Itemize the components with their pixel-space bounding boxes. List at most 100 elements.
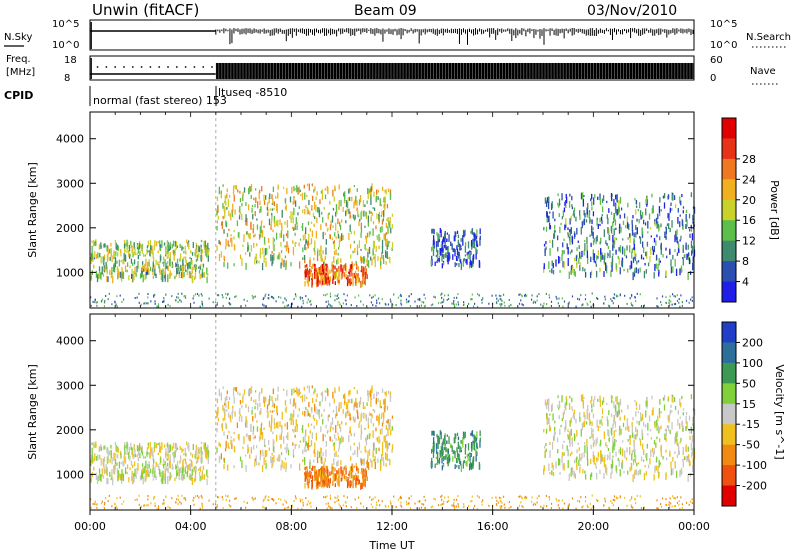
power-cell xyxy=(610,211,613,215)
velocity-cell xyxy=(462,442,464,448)
power-cell xyxy=(364,243,366,250)
velocity-cell xyxy=(306,471,308,480)
velocity-cell xyxy=(627,470,629,475)
velocity-cell xyxy=(119,451,122,455)
velocity-cell xyxy=(216,503,218,506)
velocity-cell xyxy=(373,393,375,400)
power-cell xyxy=(196,246,198,254)
power-cell xyxy=(222,184,224,187)
velocity-cell xyxy=(200,466,202,469)
velocity-cell xyxy=(596,457,598,463)
velocity-cell xyxy=(447,496,449,499)
velocity-cell xyxy=(441,465,443,471)
power-cell xyxy=(612,296,614,299)
power-cell xyxy=(651,245,654,251)
power-cell xyxy=(263,304,265,307)
power-cell xyxy=(332,241,335,245)
power-cell xyxy=(547,201,550,210)
velocity-cell xyxy=(591,421,593,427)
power-cell xyxy=(650,235,652,238)
power-cell xyxy=(399,294,401,297)
velocity-cell xyxy=(423,495,425,498)
velocity-cell xyxy=(387,419,389,425)
power-cell xyxy=(343,272,346,277)
velocity-cell xyxy=(444,444,446,451)
velocity-cell xyxy=(369,433,371,437)
velocity-cell xyxy=(679,416,681,419)
velocity-cell xyxy=(173,455,175,463)
power-cell xyxy=(646,199,649,206)
power-cell xyxy=(182,264,184,270)
velocity-cell xyxy=(359,421,361,424)
velocity-cell xyxy=(636,462,638,467)
velocity-cell xyxy=(194,454,196,459)
velocity-cell xyxy=(677,418,679,426)
power-cell xyxy=(464,229,466,236)
velocity-cell xyxy=(338,402,340,408)
power-cell xyxy=(106,254,109,263)
velocity-cell xyxy=(218,388,220,397)
freq-tick-bottom: 8 xyxy=(64,73,70,84)
power-cell xyxy=(329,292,332,295)
velocity-cell xyxy=(236,422,239,429)
power-cell xyxy=(613,214,615,218)
nave-dot xyxy=(167,66,169,68)
power-cell xyxy=(590,242,592,247)
power-cell xyxy=(643,219,645,225)
power-cell xyxy=(381,245,384,254)
power-cell xyxy=(144,263,146,272)
velocity-cell xyxy=(354,450,356,455)
velocity-cell xyxy=(441,442,443,451)
power-cell xyxy=(235,295,237,298)
power-cell xyxy=(91,253,93,260)
velocity-cell xyxy=(651,447,654,453)
power-cell xyxy=(583,195,585,198)
velocity-cell xyxy=(263,438,266,447)
power-cell xyxy=(193,294,195,297)
power-cell xyxy=(660,301,662,304)
velocity-cell xyxy=(682,446,684,455)
velocity-cell xyxy=(261,432,264,440)
power-cell xyxy=(385,222,388,228)
power-cell xyxy=(438,239,440,243)
power-cell xyxy=(302,247,304,253)
power-cell xyxy=(473,232,475,237)
velocity-cell xyxy=(185,452,187,457)
velocity-cell xyxy=(456,447,458,452)
velocity-cell xyxy=(233,465,235,469)
velocity-cell xyxy=(250,396,252,402)
velocity-cell xyxy=(216,398,219,404)
power-cell xyxy=(613,214,616,222)
power-cell xyxy=(313,257,315,261)
velocity-cell xyxy=(315,432,318,441)
velocity-cell xyxy=(337,420,339,427)
velocity-cell xyxy=(644,464,646,468)
power-cell xyxy=(462,240,464,246)
power-cell xyxy=(175,299,177,302)
power-cell xyxy=(634,296,636,299)
velocity-cell xyxy=(639,469,641,475)
power-cell xyxy=(620,226,622,233)
power-cell xyxy=(327,187,329,195)
velocity-cell xyxy=(147,445,150,449)
power-cell xyxy=(287,245,289,250)
power-cell xyxy=(389,298,392,301)
power-cell xyxy=(462,258,465,262)
velocity-cell xyxy=(270,423,273,430)
velocity-cell xyxy=(641,429,643,434)
velocity-cell xyxy=(120,474,123,481)
power-cell xyxy=(633,243,636,250)
power-cell xyxy=(386,238,388,245)
velocity-cell xyxy=(326,483,328,488)
velocity-cell xyxy=(368,433,371,440)
power-cell xyxy=(466,252,468,256)
power-cell xyxy=(564,224,566,231)
power-cell xyxy=(226,207,228,210)
velocity-cell xyxy=(602,456,604,462)
power-cell xyxy=(596,235,598,242)
power-cell xyxy=(456,258,458,261)
velocity-cell xyxy=(191,476,194,485)
velocity-cell xyxy=(195,460,198,465)
velocity-cell xyxy=(441,457,443,464)
power-cell xyxy=(375,195,378,202)
